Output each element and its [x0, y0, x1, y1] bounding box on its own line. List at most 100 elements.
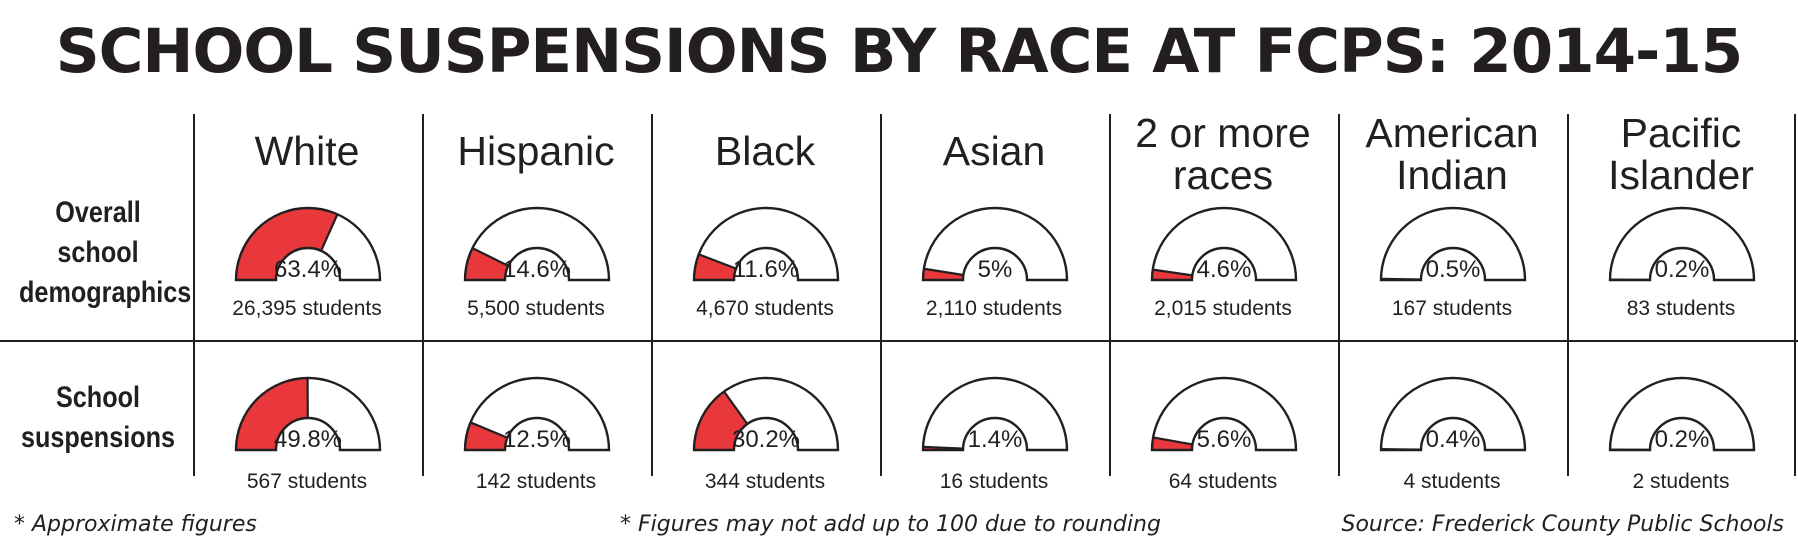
gauge-outline: [1150, 376, 1297, 452]
student-count: 567 students: [246, 470, 368, 493]
gauge-fill: [922, 268, 963, 280]
gauge-value-label: 12.5%: [502, 426, 570, 453]
student-count: 4 students: [1403, 470, 1501, 493]
gauge-outline: [234, 206, 381, 282]
column-header-white: White: [254, 128, 360, 174]
gauge-white-school-suspensions: 49.8%: [234, 376, 381, 453]
gauge-outline: [1608, 206, 1755, 282]
gauge-value-label: 11.6%: [732, 256, 798, 283]
column-header-american-indian: American Indian: [1365, 110, 1539, 198]
column-divider: [651, 114, 653, 476]
gauge-pacific-islander-overall-school-demographics: 0.2%: [1608, 206, 1755, 283]
gauge-value-label: 49.8%: [273, 426, 341, 453]
column-divider: [193, 114, 195, 476]
student-count: 4,670 students: [696, 297, 834, 320]
gauge-value-label: 0.4%: [1425, 426, 1480, 453]
gauge-track: [922, 208, 1067, 280]
gauge-track: [464, 378, 609, 450]
column-divider: [1109, 114, 1111, 476]
gauge-fill: [464, 248, 508, 280]
student-count: 2 students: [1632, 470, 1730, 493]
gauge-value-label: 4.6%: [1196, 256, 1251, 283]
gauge-fill-edge: [469, 421, 508, 439]
gauge-fill-edge: [697, 253, 736, 270]
chart-title: SCHOOL SUSPENSIONS BY RACE AT FCPS: 2014…: [55, 16, 1744, 87]
gauge-value-label: 14.6%: [502, 256, 570, 283]
footnote-approximate: * Approximate figures: [14, 512, 257, 537]
column-divider: [1338, 114, 1340, 476]
gauge-outline: [692, 376, 839, 452]
gauge-outline: [1608, 376, 1755, 452]
column-header-hispanic: Hispanic: [457, 128, 615, 174]
gauge-pacific-islander-school-suspensions: 0.2%: [1608, 376, 1755, 453]
gauge-fill: [464, 422, 507, 450]
gauge-asian-overall-school-demographics: 5%: [921, 206, 1068, 283]
gauge-outline: [463, 376, 610, 452]
student-count: 2,110 students: [925, 297, 1063, 320]
gauge-value-label: 0.5%: [1425, 256, 1480, 283]
gauge-american-indian-overall-school-demographics: 0.5%: [1379, 206, 1526, 283]
gauge-value-label: 0.2%: [1654, 256, 1709, 283]
gauge-fill-edge: [722, 390, 748, 425]
student-count: 2,015 students: [1154, 297, 1292, 320]
gauge-track: [1151, 208, 1296, 280]
gauge-white-overall-school-demographics: 63.4%: [234, 206, 381, 283]
gauge-black-overall-school-demographics: 11.6%: [692, 206, 839, 283]
gauge-fill-edge: [922, 445, 963, 450]
column-divider: [422, 114, 424, 476]
gauge-value-label: 30.2%: [731, 426, 799, 453]
gauge-fill: [1151, 269, 1192, 280]
column-header-2-or-more-races: 2 or more races: [1135, 110, 1311, 198]
student-count: 16 students: [939, 470, 1049, 493]
gauge-fill-edge: [319, 213, 338, 252]
gauge-value-label: 5%: [977, 256, 1012, 283]
student-count: 64 students: [1168, 470, 1278, 493]
column-header-asian: Asian: [942, 128, 1046, 174]
gauge-value-label: 63.4%: [273, 256, 341, 283]
column-header-pacific-islander: Pacific Islander: [1608, 110, 1754, 198]
gauge-outline: [1150, 206, 1297, 282]
gauge-american-indian-school-suspensions: 0.4%: [1379, 376, 1526, 453]
row-divider: [0, 340, 1798, 342]
gauge-track: [1609, 378, 1754, 450]
gauge-fill: [693, 254, 736, 280]
student-count: 167 students: [1391, 297, 1513, 320]
row-label-demographics: Overall school demographics: [19, 196, 192, 309]
gauge-value-label: 0.2%: [1654, 426, 1709, 453]
gauge-hispanic-school-suspensions: 12.5%: [463, 376, 610, 453]
gauge-fill-edge: [1152, 268, 1192, 277]
student-count: 26,395 students: [232, 297, 382, 320]
gauge-track: [1380, 378, 1525, 450]
gauge-outline: [463, 206, 610, 282]
gauge-outline: [692, 206, 839, 282]
gauge-outline: [921, 206, 1068, 282]
gauge-value-label: 1.4%: [967, 426, 1022, 453]
footnote-source: Source: Frederick County Public Schools: [1341, 512, 1784, 537]
column-divider: [880, 114, 882, 476]
gauge-fill: [1151, 437, 1192, 450]
gauge-fill-edge: [1152, 436, 1193, 446]
gauge-fill: [235, 378, 308, 450]
gauge-track: [1609, 208, 1754, 280]
gauge-2-or-more-races-overall-school-demographics: 4.6%: [1150, 206, 1297, 283]
gauge-value-label: 5.6%: [1196, 426, 1251, 453]
gauge-fill-edge: [471, 247, 509, 267]
gauge-asian-school-suspensions: 1.4%: [921, 376, 1068, 453]
student-count: 344 students: [704, 470, 826, 493]
gauge-track: [922, 378, 1067, 450]
column-divider: [1567, 114, 1569, 476]
gauge-track: [693, 208, 838, 280]
gauge-outline: [234, 376, 381, 452]
student-count: 83 students: [1626, 297, 1736, 320]
gauge-track: [1151, 378, 1296, 450]
gauge-outline: [921, 376, 1068, 452]
gauge-outline: [1379, 376, 1526, 452]
gauge-fill-edge: [923, 267, 964, 277]
gauge-2-or-more-races-school-suspensions: 5.6%: [1150, 376, 1297, 453]
row-label-suspensions: School suspensions: [20, 381, 176, 454]
column-divider: [1794, 114, 1796, 476]
footnote-rounding: * Figures may not add up to 100 due to r…: [620, 512, 1161, 537]
gauge-black-school-suspensions: 30.2%: [692, 376, 839, 453]
column-header-black: Black: [714, 128, 816, 174]
student-count: 5,500 students: [467, 297, 605, 320]
